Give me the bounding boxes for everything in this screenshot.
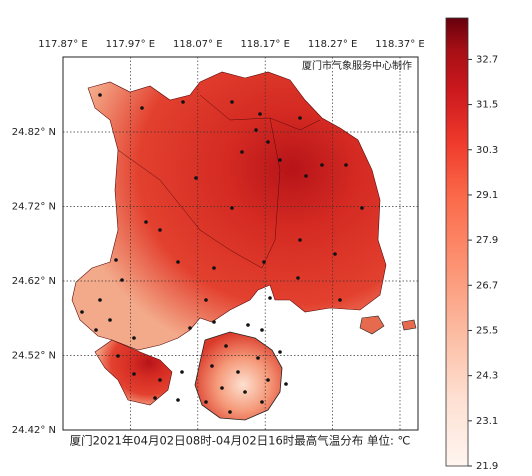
station-dot — [230, 206, 234, 210]
lon-label: 118.27° E — [308, 39, 358, 50]
colorbar-tick-label: 21.9 — [476, 461, 498, 472]
station-dot — [246, 323, 250, 327]
colorbar-tick-label: 31.5 — [476, 100, 498, 111]
station-dot — [80, 310, 84, 314]
station-dot — [240, 150, 244, 154]
station-dot — [338, 298, 342, 302]
colorbar — [445, 17, 469, 467]
islet — [401, 319, 417, 331]
station-dot — [94, 328, 98, 332]
station-dot — [181, 100, 185, 104]
xiamen-island — [194, 331, 283, 421]
stations — [80, 93, 364, 414]
station-dot — [140, 106, 144, 110]
colorbar-tick-label: 25.5 — [476, 325, 498, 336]
station-dot — [212, 320, 216, 324]
lat-label: 24.82° N — [12, 127, 56, 138]
lat-label: 24.62° N — [12, 276, 56, 287]
station-dot — [260, 328, 264, 332]
station-dot — [333, 252, 337, 256]
station-dot — [158, 378, 162, 382]
station-dot — [224, 344, 228, 348]
graticule — [63, 57, 418, 430]
station-dot — [158, 228, 162, 232]
station-dot — [132, 372, 136, 376]
colorbar-tick-label: 23.1 — [476, 416, 498, 427]
station-dot — [98, 298, 102, 302]
station-dot — [194, 176, 198, 180]
station-dot — [262, 260, 266, 264]
station-dot — [132, 336, 136, 340]
station-dot — [304, 174, 308, 178]
station-dot — [204, 400, 208, 404]
colorbar-ticks: 21.9 23.1 24.3 25.5 26.7 27.9 29.1 30.3 31.5 32.7 — [468, 54, 498, 472]
mainland — [71, 71, 387, 351]
lon-label: 118.17° E — [240, 39, 290, 50]
colorbar-tick-label: 30.3 — [476, 145, 498, 156]
station-dot — [212, 266, 216, 270]
colorbar-tick-label: 24.3 — [476, 371, 498, 382]
station-dot — [268, 296, 272, 300]
station-dot — [120, 278, 124, 282]
station-dot — [344, 163, 348, 167]
station-dot — [176, 398, 180, 402]
colorbar-tick-label: 32.7 — [476, 54, 498, 65]
station-dot — [278, 350, 282, 354]
station-dot — [116, 354, 120, 358]
station-dot — [298, 116, 302, 120]
colorbar-tick-label: 26.7 — [476, 280, 498, 291]
station-dot — [228, 410, 232, 414]
station-dot — [254, 128, 258, 132]
station-dot — [144, 220, 148, 224]
station-dot — [153, 396, 157, 400]
station-dot — [256, 356, 260, 360]
inner-border — [117, 94, 321, 269]
station-dot — [98, 93, 102, 97]
station-dot — [210, 364, 214, 368]
station-dot — [260, 400, 264, 404]
station-dot — [188, 326, 192, 330]
station-dot — [258, 112, 262, 116]
station-dot — [266, 378, 270, 382]
islet — [359, 315, 385, 335]
station-dot — [360, 206, 364, 210]
station-dot — [114, 258, 118, 262]
station-dot — [236, 370, 240, 374]
colorbar-tick-label: 29.1 — [476, 190, 498, 201]
station-dot — [284, 382, 288, 386]
station-dot — [176, 260, 180, 264]
lat-label: 24.72° N — [12, 202, 56, 213]
lat-label: 24.52° N — [12, 351, 56, 362]
station-dot — [230, 100, 234, 104]
station-dot — [180, 370, 184, 374]
colorbar-tick-label: 27.9 — [476, 235, 498, 246]
station-dot — [298, 238, 302, 242]
station-dot — [278, 158, 282, 162]
station-dot — [296, 276, 300, 280]
lon-label: 117.87° E — [38, 39, 88, 50]
station-dot — [266, 140, 270, 144]
credit: 厦门市气象服务中心制作 — [302, 59, 412, 72]
caption: 厦门2021年04月02日08时-04月02日16时最高气温分布 单位: ℃ — [70, 434, 411, 448]
lon-label: 118.07° E — [173, 39, 223, 50]
station-dot — [108, 318, 112, 322]
lon-label: 117.97° E — [106, 39, 156, 50]
station-dot — [204, 298, 208, 302]
station-dot — [220, 386, 224, 390]
station-dot — [243, 390, 247, 394]
lat-label: 24.42° N — [12, 425, 56, 436]
station-dot — [320, 163, 324, 167]
lon-label: 118.37° E — [375, 39, 425, 50]
